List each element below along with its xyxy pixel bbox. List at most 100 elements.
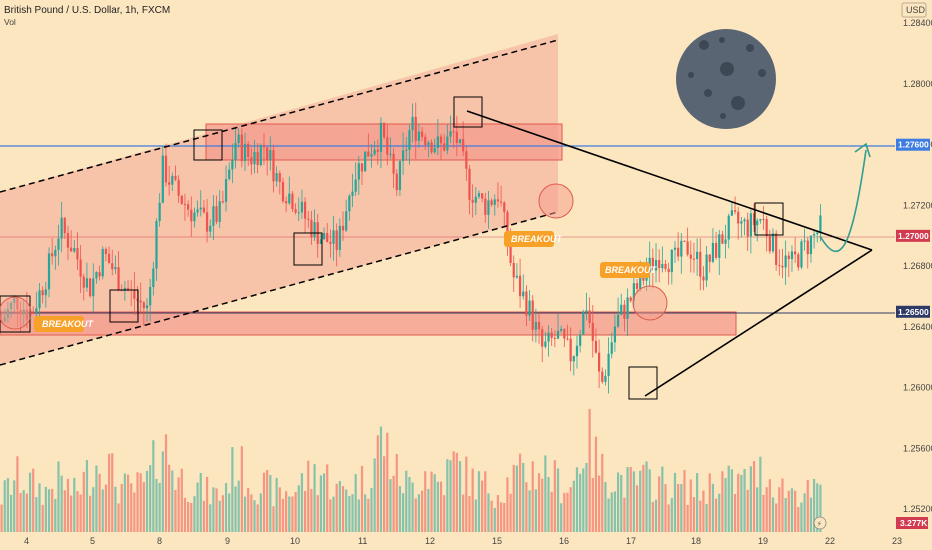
channel-lower-line[interactable] — [0, 211, 559, 366]
price-tags: 1.27600 1.27000 1.26500 — [896, 138, 930, 318]
volume-bar — [812, 478, 816, 532]
candle — [272, 144, 275, 193]
candle — [503, 201, 506, 228]
volume-bar — [499, 502, 503, 532]
candle — [544, 331, 547, 349]
volume-bar — [338, 480, 341, 532]
volume-bar — [512, 464, 515, 532]
volume-bar — [322, 473, 326, 532]
volume-bar — [522, 462, 525, 532]
volume-bar — [13, 480, 16, 532]
candle — [338, 218, 341, 257]
candle — [598, 339, 601, 389]
volume-bar — [414, 498, 417, 532]
volume-bar — [383, 456, 386, 532]
volume-bar — [63, 490, 66, 532]
volume-bar — [357, 499, 360, 532]
volume-bar — [73, 477, 76, 532]
candle — [171, 172, 174, 191]
candle — [107, 246, 111, 264]
candle — [575, 335, 579, 369]
volume-bar — [243, 496, 247, 532]
volume-bar — [6, 478, 10, 532]
candle — [95, 271, 98, 284]
candle — [670, 248, 673, 285]
volume-bar — [610, 492, 613, 532]
time-tick-label: 16 — [559, 536, 569, 546]
volume-bar — [417, 494, 421, 532]
price-tick-label: 1.28000 — [903, 79, 932, 89]
volume-bar — [740, 474, 743, 532]
volume-bar — [588, 408, 591, 532]
volume-bar — [462, 494, 465, 532]
triangle-lower-line[interactable] — [644, 249, 873, 397]
time-tick-label: 4 — [24, 536, 29, 546]
candle — [623, 300, 626, 332]
candle — [79, 244, 82, 293]
candle — [756, 218, 759, 242]
candle — [411, 103, 414, 143]
currency-button[interactable]: USD — [901, 2, 927, 18]
price-axis[interactable] — [895, 0, 932, 550]
volume-bar — [51, 488, 54, 532]
price-tick-label: 1.26400 — [903, 322, 932, 332]
volume-bar — [209, 504, 212, 532]
candle — [420, 126, 424, 142]
volume-bar — [104, 484, 108, 532]
candle — [360, 163, 364, 185]
volume-bar — [794, 490, 797, 532]
candle — [202, 200, 206, 214]
volume-bar — [579, 473, 582, 532]
time-tick-label: 17 — [626, 536, 636, 546]
candle — [790, 245, 794, 272]
price-tick-label: 1.26000 — [903, 383, 932, 393]
candle-series — [0, 102, 822, 394]
candle — [98, 265, 101, 281]
lightning-icon[interactable]: ⚡ — [813, 516, 827, 530]
candle — [133, 272, 136, 315]
candle — [240, 128, 243, 168]
candle — [458, 139, 462, 145]
candle — [484, 192, 487, 223]
time-tick-label: 23 — [892, 536, 902, 546]
candle — [370, 144, 373, 168]
candle — [307, 210, 310, 229]
candle — [303, 197, 307, 233]
triangle-upper-line[interactable] — [466, 110, 873, 251]
volume-bar — [474, 499, 477, 532]
time-axis[interactable] — [0, 532, 895, 550]
volume-bar — [389, 479, 392, 532]
volume-bar — [310, 489, 313, 532]
candle — [553, 330, 556, 348]
volume-bar — [285, 491, 288, 532]
candle — [591, 305, 594, 358]
candle — [493, 194, 496, 216]
volume-bar — [168, 464, 171, 532]
candle — [322, 227, 326, 240]
volume-bar — [572, 480, 575, 532]
candle — [291, 191, 294, 212]
volume-bar — [778, 487, 781, 532]
candle — [471, 184, 474, 218]
volume-bar — [705, 503, 708, 532]
candle — [737, 206, 740, 240]
candle — [319, 234, 323, 244]
candle — [635, 278, 639, 293]
price-tick-label: 1.28400 — [903, 18, 932, 28]
candle — [199, 190, 202, 217]
candle — [730, 201, 734, 217]
candle — [794, 237, 797, 263]
volume-bar — [107, 453, 111, 532]
candle — [658, 249, 661, 283]
volume-bar — [411, 482, 414, 532]
candle — [85, 262, 89, 292]
volume-bar — [35, 497, 38, 532]
channel-upper-line[interactable] — [0, 39, 559, 193]
volume-bar — [142, 482, 145, 532]
volume-bar — [180, 468, 183, 532]
candle — [518, 258, 522, 308]
volume-bar — [41, 504, 44, 532]
volume-bar — [620, 474, 623, 532]
